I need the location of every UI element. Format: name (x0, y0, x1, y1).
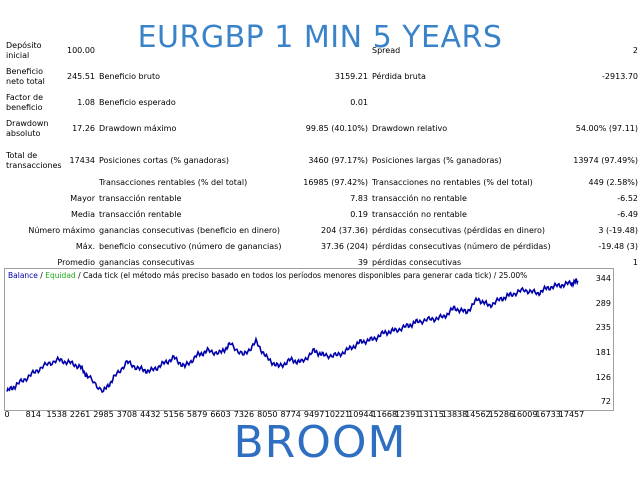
x-tick-label: 14562 (465, 410, 491, 419)
nummax-label: Número máximo (28, 226, 95, 235)
max-per-value: -19.48 (3) (598, 242, 638, 251)
beneficio-esperado-value: 0.01 (350, 98, 368, 107)
x-tick-label: 3708 (116, 410, 138, 419)
x-tick-label: 16009 (511, 410, 538, 419)
nummax-per-value: 3 (-19.48) (598, 226, 638, 235)
beneficio-neto-label: Beneficio neto total (6, 67, 45, 86)
promedio-gan-label: ganancias consecutivas (99, 258, 195, 267)
y-tick-label: 289 (595, 298, 611, 308)
legend-sep: / (37, 271, 46, 280)
nummax-per-label: pérdidas consecutivas (pérdidas en diner… (372, 226, 545, 235)
x-tick-label: 8050 (257, 410, 278, 419)
total-trans-label: Total de transacciones (6, 151, 62, 170)
balance-series-line (6, 278, 579, 394)
y-tick-label: 126 (595, 372, 611, 382)
legend-balance: Balance (8, 271, 38, 280)
legend-rest: / Cada tick (el método más preciso basad… (75, 271, 528, 280)
x-tick-label: 2985 (93, 410, 114, 419)
x-tick-label: 10221 (324, 410, 351, 419)
legend-equity: Equidad (45, 271, 76, 280)
x-tick-label: 15286 (488, 410, 515, 419)
nummax-gan-value: 204 (37.36) (321, 226, 368, 235)
factor-label: Factor de beneficio (6, 93, 44, 112)
x-tick-label: 11668 (371, 410, 398, 419)
x-tick-label: 13115 (418, 410, 444, 419)
drawdown-abs-label: Drawdown absoluto (6, 119, 49, 138)
x-tick-label: 2261 (69, 410, 91, 419)
x-tick-label: 17457 (558, 410, 585, 419)
x-tick-label: 7326 (233, 410, 255, 419)
largas-label: Posiciones largas (% ganadoras) (372, 156, 502, 165)
x-tick-label: 1538 (46, 410, 67, 419)
x-tick-label: 814 (25, 410, 41, 419)
max-ben-value: 37.36 (204) (321, 242, 368, 251)
mayor-label: Mayor (70, 194, 95, 203)
max-ben-label: beneficio consecutivo (número de gananci… (99, 242, 282, 251)
x-tick-label: 5879 (186, 410, 208, 419)
factor-value: 1.08 (77, 98, 95, 107)
y-tick-label: 181 (595, 347, 611, 357)
beneficio-bruto-value: 3159.21 (334, 72, 368, 81)
beneficio-neto-value: 245.51 (67, 72, 95, 81)
y-axis-labels: 344 289 235 181 126 72 (583, 269, 613, 410)
promedio-per-label: pérdidas consecutivas (372, 258, 462, 267)
x-tick-label: 4432 (140, 410, 161, 419)
perdida-bruta-value: -2913.70 (602, 72, 638, 81)
header-title: EURGBP 1 MIN 5 YEARS (137, 20, 503, 55)
mayor-norent-label: transacción no rentable (372, 194, 467, 203)
drawdown-rel-label: Drawdown relativo (372, 124, 448, 133)
beneficio-bruto-label: Beneficio bruto (99, 72, 160, 81)
total-trans-value: 17434 (69, 156, 95, 165)
x-axis-labels: 0 814 1538 2261 2985 3708 4432 5156 5879 6603 7326… (4, 410, 616, 422)
x-tick-label: 10944 (348, 410, 374, 419)
media-norent-label: transacción no rentable (372, 210, 467, 219)
perdida-bruta-label: Pérdida bruta (372, 72, 426, 81)
media-rent-value: 0.19 (350, 210, 368, 219)
promedio-per-value: 1 (632, 258, 638, 267)
drawdown-max-value: 99.85 (40.10%) (305, 124, 368, 133)
drawdown-abs-value: 17.26 (72, 124, 95, 133)
spread-label: Spread (372, 46, 401, 55)
beneficio-esperado-label: Beneficio esperado (99, 98, 176, 107)
media-norent-value: -6.49 (617, 210, 638, 219)
balance-chart: Balance / Equidad / Cada tick (el método… (4, 268, 614, 411)
deposito-value: 100.00 (67, 46, 95, 55)
promedio-label: Promedio (57, 258, 95, 267)
y-tick-label: 344 (595, 274, 611, 283)
report-panel: EURGBP 1 MIN 5 YEARS Depósito inicial 10… (6, 20, 638, 267)
spread-value: 2 (632, 46, 638, 55)
deposito-label: Depósito inicial (6, 41, 42, 60)
x-tick-label: 13838 (441, 410, 468, 419)
no-rentables-label: Transacciones no rentables (% del total) (372, 178, 533, 187)
rentables-label: Transacciones rentables (% del total) (99, 178, 248, 187)
no-rentables-value: 449 (2.58%) (588, 178, 638, 187)
x-tick-label: 0 (4, 410, 10, 419)
max-per-label: pérdidas consecutivas (número de pérdida… (372, 242, 551, 251)
chart-plot (6, 278, 579, 394)
mayor-rent-value: 7.83 (350, 194, 368, 203)
chart-legend: Balance / Equidad / Cada tick (el método… (8, 271, 527, 280)
drawdown-rel-value: 54.00% (97.11) (575, 124, 638, 133)
nummax-gan-label: ganancias consecutivas (beneficio en din… (99, 226, 281, 235)
x-tick-label: 9497 (303, 410, 325, 419)
max-label: Máx. (75, 242, 95, 251)
cortas-value: 3460 (97.17%) (308, 156, 368, 165)
largas-value: 13974 (97.49%) (573, 156, 638, 165)
rentables-value: 16985 (97.42%) (303, 178, 368, 187)
x-tick-label: 6603 (210, 410, 231, 419)
mayor-rent-label: transacción rentable (99, 194, 182, 203)
media-rent-label: transacción rentable (99, 210, 182, 219)
footer-title: BROOM (233, 417, 407, 468)
x-tick-label: 12391 (394, 410, 421, 419)
y-tick-label: 72 (600, 397, 611, 406)
drawdown-max-label: Drawdown máximo (99, 124, 177, 133)
mayor-norent-value: -6.52 (617, 194, 638, 203)
cortas-label: Posiciones cortas (% ganadoras) (99, 156, 230, 165)
x-tick-label: 8774 (280, 410, 301, 419)
media-label: Media (70, 210, 95, 219)
y-tick-label: 235 (595, 323, 611, 333)
promedio-gan-value: 39 (357, 258, 368, 267)
x-tick-label: 5156 (163, 410, 184, 419)
x-tick-label: 16733 (535, 410, 561, 419)
